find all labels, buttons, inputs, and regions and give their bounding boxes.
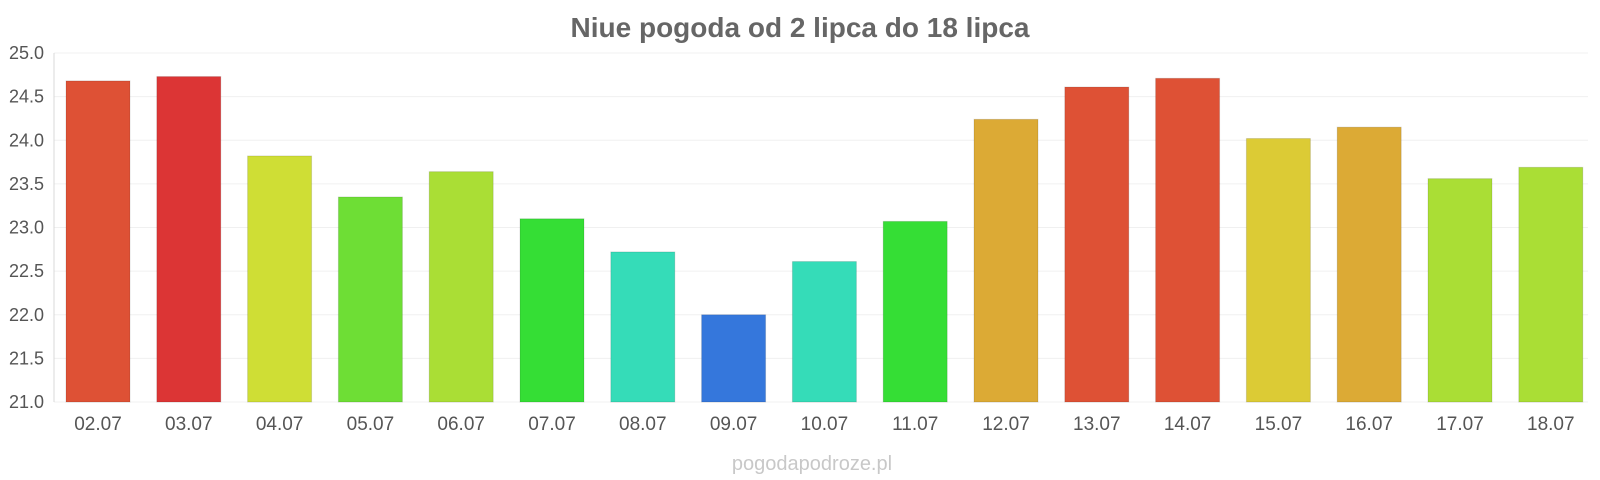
x-tick-label: 02.07 (74, 414, 122, 435)
x-axis-ticks: 02.07 03.07 04.07 05.07 06.07 07.07 08.07 09.07… (74, 414, 1574, 435)
y-axis-ticks: 21.0 21.5 22.0 22.5 23.0 23.5 24.0 24.5 25.0 (9, 43, 44, 412)
bar-13.07 (1064, 86, 1130, 403)
watermark: pogodapodroze.pl (732, 453, 892, 475)
x-tick-label: 12.07 (982, 414, 1030, 435)
y-tick-label: 23.0 (9, 218, 44, 238)
y-tick-label: 25.0 (9, 43, 44, 63)
x-tick-label: 09.07 (710, 414, 758, 435)
bar-14.07 (1155, 77, 1221, 403)
x-tick-label: 08.07 (619, 414, 667, 435)
bar-16.07 (1336, 126, 1402, 403)
x-tick-label: 04.07 (256, 414, 304, 435)
bar-07.07 (519, 218, 585, 403)
bar-02.07 (65, 80, 131, 403)
y-tick-label: 22.5 (9, 261, 44, 281)
x-tick-label: 13.07 (1073, 414, 1121, 435)
y-tick-label: 22.0 (9, 305, 44, 325)
x-tick-label: 05.07 (347, 414, 395, 435)
chart-title: Niue pogoda od 2 lipca do 18 lipca (571, 12, 1030, 43)
x-tick-label: 06.07 (437, 414, 485, 435)
x-tick-label: 03.07 (165, 414, 213, 435)
bar-18.07 (1518, 166, 1584, 403)
y-tick-label: 21.5 (9, 348, 44, 368)
bar-04.07 (247, 155, 313, 403)
x-tick-label: 14.07 (1164, 414, 1212, 435)
bars (65, 76, 1584, 403)
bar-17.07 (1427, 178, 1493, 403)
x-tick-label: 18.07 (1527, 414, 1575, 435)
bar-09.07 (701, 314, 767, 403)
bar-06.07 (428, 171, 494, 403)
bar-08.07 (610, 251, 676, 403)
y-tick-label: 21.0 (9, 392, 44, 412)
bar-12.07 (973, 118, 1039, 403)
bar-15.07 (1245, 138, 1311, 403)
bar-03.07 (156, 76, 222, 403)
x-tick-label: 15.07 (1255, 414, 1303, 435)
y-tick-label: 24.5 (9, 87, 44, 107)
x-tick-label: 07.07 (528, 414, 576, 435)
x-tick-label: 10.07 (801, 414, 849, 435)
x-tick-label: 11.07 (892, 414, 938, 435)
x-tick-label: 16.07 (1345, 414, 1393, 435)
x-tick-label: 17.07 (1436, 414, 1484, 435)
bar-05.07 (337, 196, 403, 403)
bar-10.07 (791, 261, 857, 403)
y-tick-label: 24.0 (9, 130, 44, 150)
y-tick-label: 23.5 (9, 174, 44, 194)
bar-11.07 (882, 220, 948, 403)
